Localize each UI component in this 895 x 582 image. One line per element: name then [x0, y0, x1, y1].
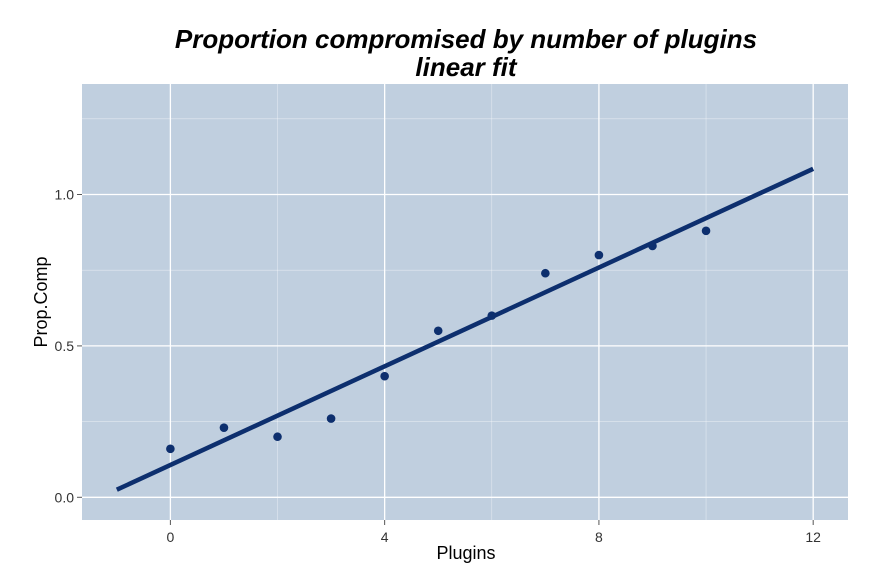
chart-subtitle: linear fit	[415, 52, 517, 82]
x-axis-ticks: 0 4 8 12	[166, 520, 821, 545]
data-point	[487, 311, 497, 320]
points-layer	[166, 226, 711, 454]
x-tick-label: 0	[166, 529, 174, 545]
y-tick-label: 0.0	[55, 489, 75, 505]
x-tick-label: 8	[595, 529, 603, 545]
minor-grid	[82, 84, 848, 520]
data-point	[594, 250, 604, 260]
data-point	[433, 326, 443, 336]
y-tick-label: 1.0	[55, 187, 75, 203]
data-point	[273, 432, 282, 442]
y-axis-label: Prop.Comp	[31, 256, 51, 347]
data-point	[380, 371, 389, 381]
data-point	[166, 444, 175, 454]
data-point	[648, 241, 657, 251]
data-point	[541, 268, 550, 278]
x-tick-label: 4	[381, 529, 389, 545]
y-tick-label: 0.5	[55, 338, 75, 354]
data-point	[219, 423, 229, 432]
x-tick-label: 12	[805, 529, 821, 545]
data-point	[701, 226, 711, 236]
fit-line	[115, 166, 815, 492]
y-axis-ticks: 0.0 0.5 1.0	[55, 187, 82, 505]
fit-line-layer	[115, 166, 815, 492]
chart-title: Proportion compromised by number of plug…	[175, 24, 757, 54]
data-point	[326, 414, 336, 423]
x-axis-label: Plugins	[436, 543, 495, 563]
